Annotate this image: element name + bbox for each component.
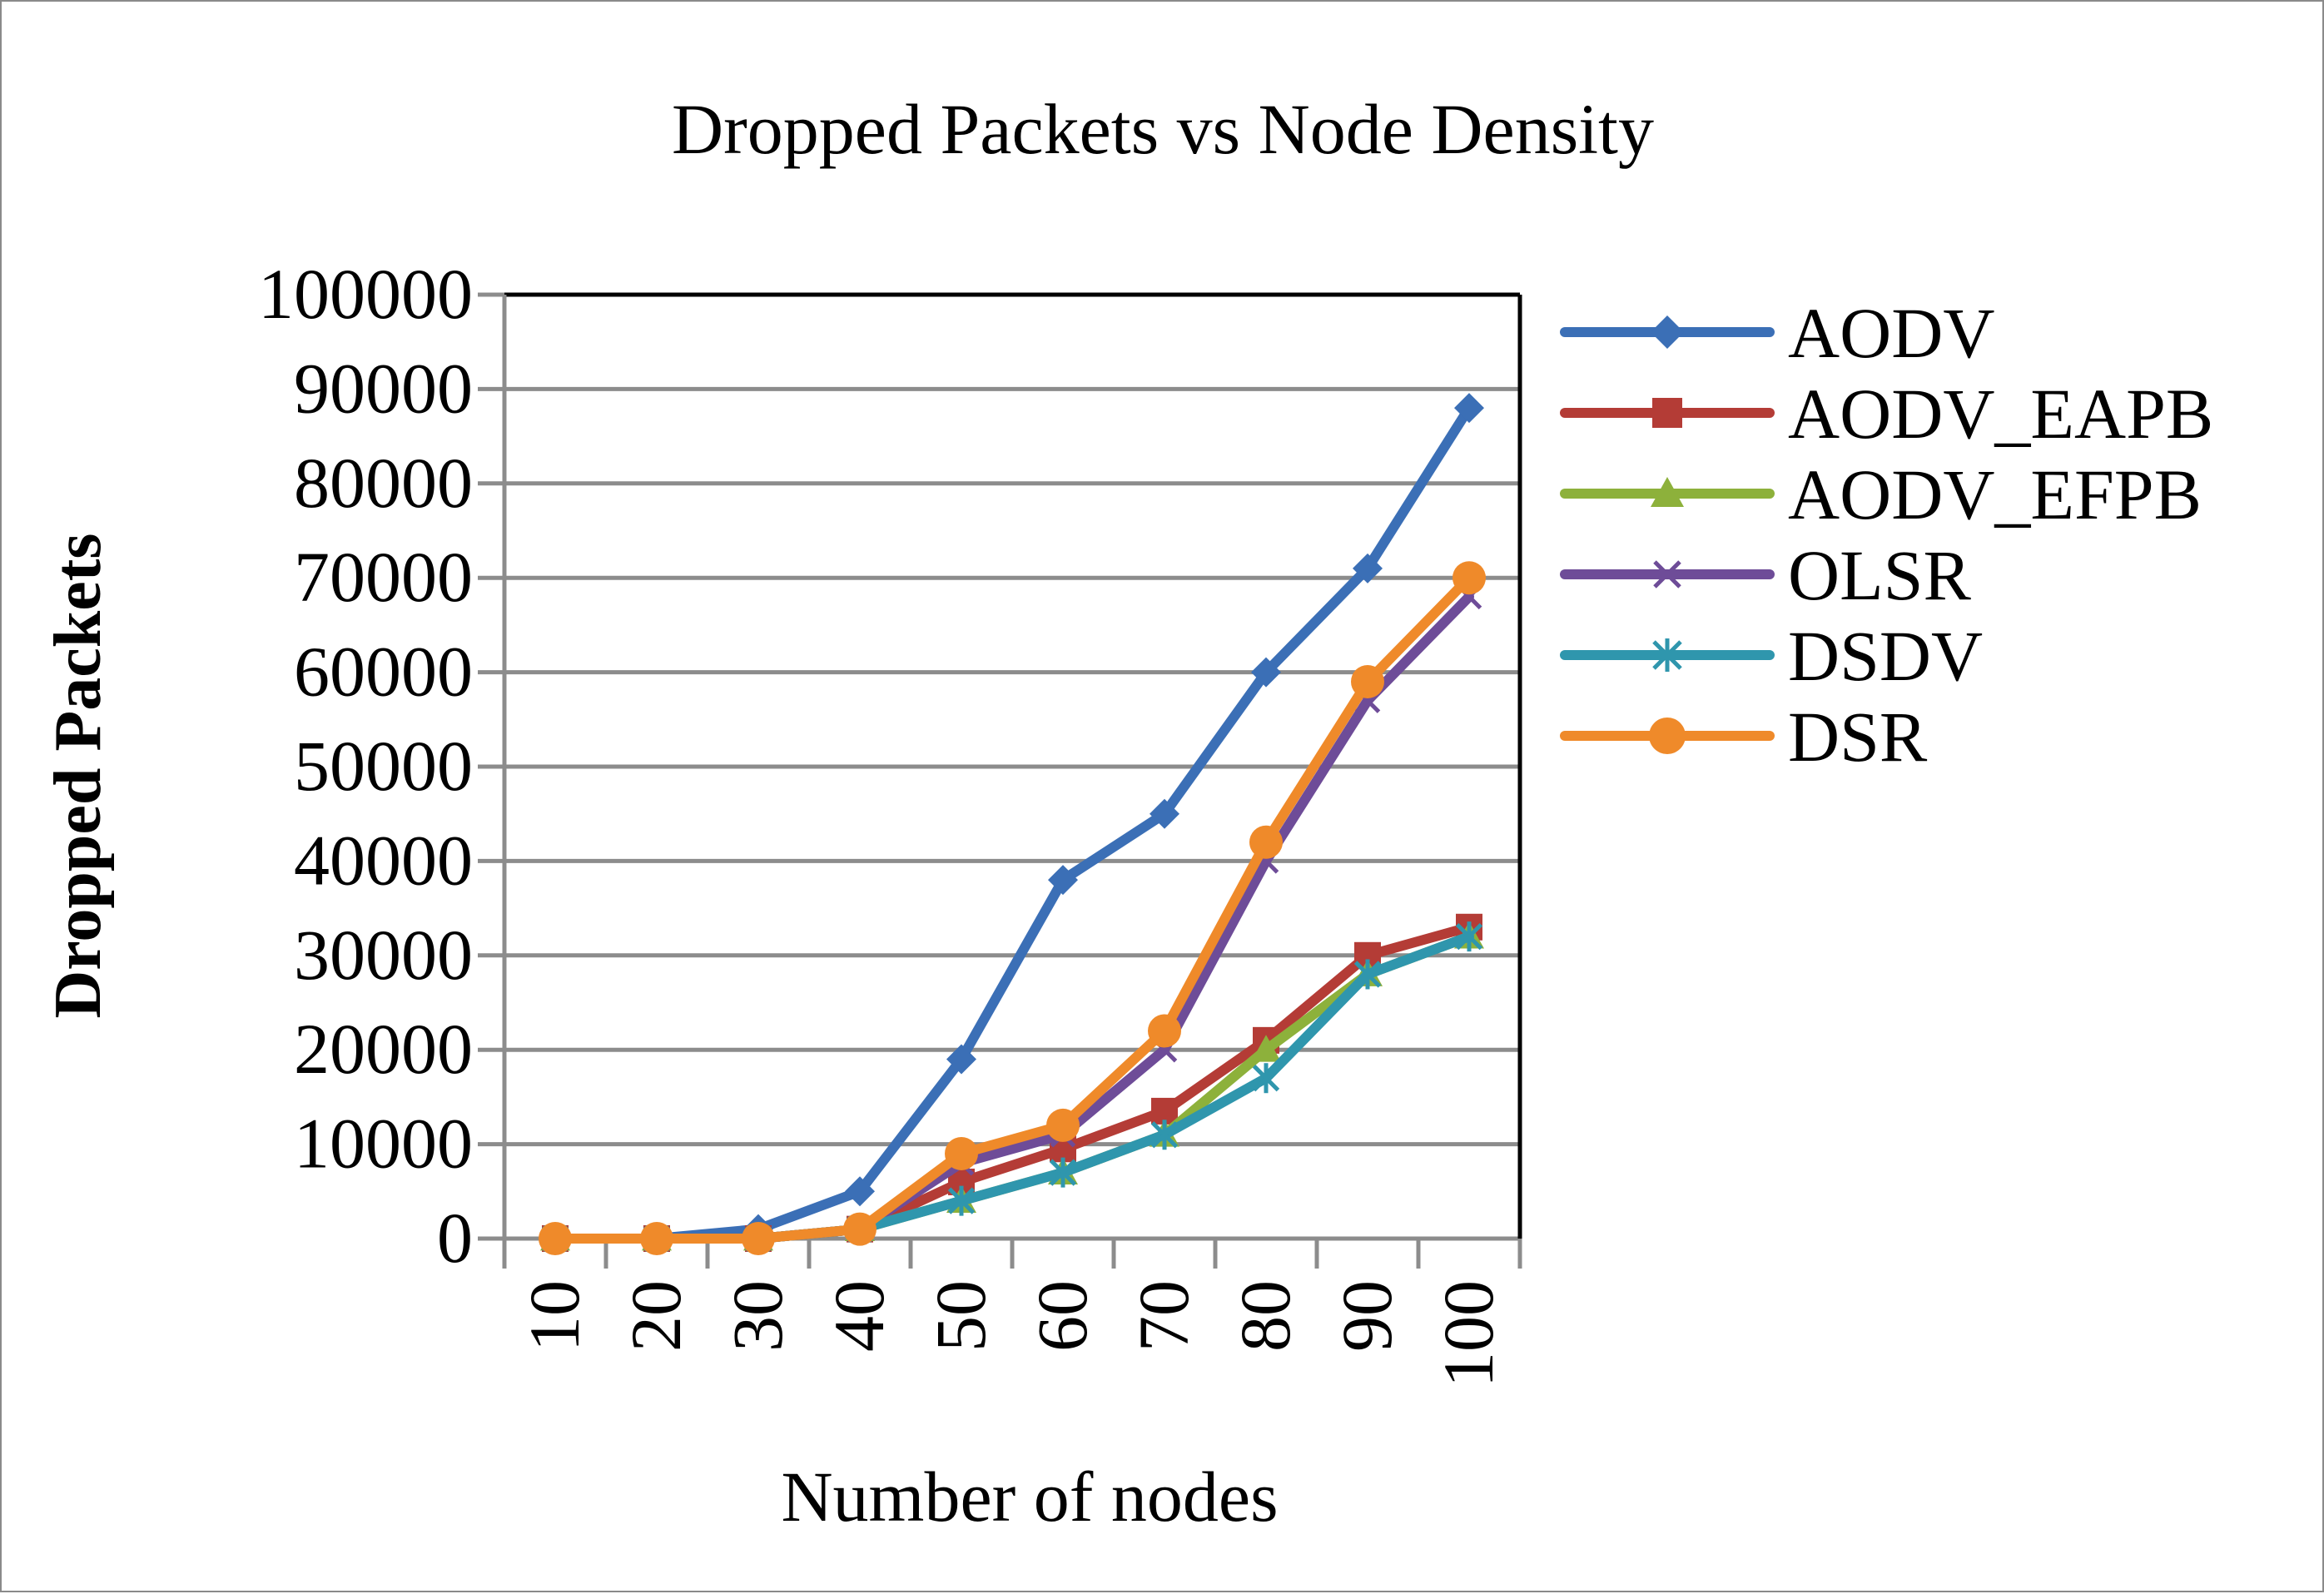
legend-item: AODV_EFPB	[1560, 454, 2202, 534]
data-point-circle	[1452, 561, 1486, 595]
legend-label: AODV_EAPB	[1788, 374, 2213, 454]
y-tick-label: 50000	[294, 726, 473, 806]
x-axis-label: Number of nodes	[781, 1457, 1278, 1537]
data-point-star	[947, 1185, 976, 1216]
y-tick-label: 40000	[294, 820, 473, 900]
y-tick-label: 30000	[294, 915, 473, 995]
axis-layer: 0 10000 20000 30000 40000 50000 60000 70000 8000…	[258, 254, 1522, 1388]
data-point-triangle	[1651, 477, 1684, 507]
data-point-diamond	[1651, 315, 1684, 349]
x-tick-label: 30	[718, 1280, 797, 1352]
data-point-circle	[1649, 718, 1686, 754]
y-tick-label: 80000	[294, 443, 473, 523]
y-tick-label: 100000	[258, 254, 473, 334]
data-point-circle	[539, 1222, 572, 1255]
legend-item: DSDV	[1560, 616, 1983, 696]
data-point-x	[1653, 560, 1681, 588]
series-aodv	[540, 393, 1484, 1254]
data-point-circle	[742, 1222, 775, 1255]
data-point-diamond	[1353, 553, 1383, 583]
data-point-star	[1652, 638, 1682, 672]
x-tick-label: 40	[819, 1280, 899, 1352]
data-point-circle	[1351, 664, 1384, 698]
x-tick-label: 100	[1428, 1280, 1508, 1388]
series-layer	[539, 393, 1486, 1255]
grid-layer	[478, 292, 1520, 1241]
y-tick-label: 20000	[294, 1009, 473, 1089]
y-tick-label: 10000	[294, 1104, 473, 1184]
x-tick-label: 20	[616, 1280, 696, 1352]
x-tick-label: 80	[1225, 1280, 1305, 1352]
y-tick-label: 0	[437, 1198, 473, 1278]
x-tick-label: 50	[921, 1280, 1001, 1352]
data-point-x-stroke	[1653, 560, 1681, 588]
y-tick-label: 60000	[294, 632, 473, 712]
legend-item: AODV	[1560, 293, 1994, 373]
data-point-diamond	[1454, 393, 1484, 424]
series-line	[550, 403, 1474, 1244]
chart-title: Dropped Packets vs Node Density	[672, 89, 1654, 169]
data-point-circle	[1249, 825, 1283, 859]
data-point-circle	[640, 1222, 673, 1255]
series-line	[550, 573, 1474, 1244]
series-dsr	[539, 561, 1486, 1255]
data-point-diamond	[1251, 657, 1281, 688]
x-tick-label: 70	[1124, 1280, 1204, 1352]
legend-label: AODV_EFPB	[1788, 454, 2202, 534]
x-tick-label: 90	[1327, 1280, 1407, 1352]
data-point-star	[1353, 959, 1382, 990]
data-point-diamond	[946, 1044, 976, 1075]
data-point-triangle	[1251, 1035, 1281, 1062]
y-axis-label: Dropped Packets	[42, 534, 115, 1019]
series-olsr	[542, 583, 1482, 1252]
data-point-diamond	[1048, 865, 1078, 896]
y-tick-label: 90000	[294, 348, 473, 428]
data-point-circle	[945, 1136, 978, 1170]
legend-label: DSR	[1788, 697, 1928, 777]
legend-label: OLSR	[1788, 535, 1971, 615]
legend-label: DSDV	[1788, 616, 1983, 696]
data-point-diamond	[845, 1176, 875, 1207]
y-tick-label: 70000	[294, 537, 473, 617]
data-point-square	[1652, 398, 1682, 428]
legend-item: AODV_EAPB	[1560, 374, 2213, 454]
legend-item: DSR	[1560, 697, 1928, 777]
data-point-circle	[843, 1212, 876, 1246]
x-tick-label: 60	[1022, 1280, 1102, 1352]
x-tick-label: 10	[514, 1280, 594, 1352]
data-point-diamond	[1150, 798, 1179, 829]
legend-label: AODV	[1788, 293, 1994, 373]
legend-item: OLSR	[1560, 535, 1971, 615]
data-point-star	[1150, 1120, 1179, 1150]
data-point-circle	[1148, 1014, 1181, 1048]
data-point-star	[1455, 921, 1483, 952]
data-point-star	[1049, 1157, 1077, 1188]
data-point-star	[1252, 1063, 1280, 1094]
data-point-circle	[1046, 1108, 1080, 1142]
